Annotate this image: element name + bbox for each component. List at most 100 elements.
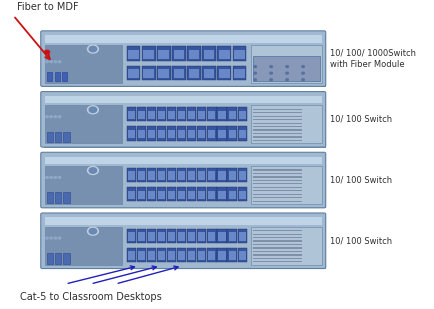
- Circle shape: [254, 79, 256, 81]
- Bar: [157, 229, 166, 243]
- Bar: [128, 111, 135, 119]
- Bar: [197, 107, 207, 121]
- Bar: [148, 111, 155, 119]
- Bar: [188, 171, 195, 180]
- Bar: [197, 187, 207, 201]
- FancyBboxPatch shape: [41, 152, 326, 208]
- Bar: [147, 168, 156, 182]
- FancyBboxPatch shape: [41, 91, 326, 147]
- Bar: [45, 157, 322, 164]
- Circle shape: [270, 72, 273, 74]
- Bar: [168, 171, 175, 180]
- Bar: [45, 105, 122, 143]
- Bar: [198, 232, 205, 241]
- Bar: [239, 171, 246, 180]
- Bar: [45, 226, 122, 265]
- Text: 10/ 100 Switch: 10/ 100 Switch: [330, 115, 392, 124]
- Bar: [138, 111, 145, 119]
- Circle shape: [286, 72, 288, 74]
- Bar: [44, 216, 326, 269]
- Bar: [219, 69, 230, 78]
- Bar: [237, 107, 247, 121]
- Bar: [208, 191, 215, 199]
- Bar: [237, 168, 247, 182]
- Circle shape: [54, 237, 56, 239]
- Bar: [218, 251, 226, 260]
- Bar: [251, 166, 322, 204]
- Bar: [253, 109, 302, 110]
- Bar: [46, 132, 53, 142]
- Bar: [229, 232, 236, 241]
- FancyBboxPatch shape: [41, 213, 326, 269]
- Bar: [229, 191, 236, 199]
- Bar: [198, 130, 205, 138]
- Bar: [207, 229, 217, 243]
- Bar: [46, 192, 53, 203]
- Bar: [168, 191, 175, 199]
- Bar: [127, 248, 136, 262]
- Bar: [178, 171, 185, 180]
- Circle shape: [50, 61, 53, 63]
- Bar: [253, 173, 302, 174]
- Bar: [237, 229, 247, 243]
- Bar: [167, 107, 176, 121]
- Bar: [157, 107, 166, 121]
- Circle shape: [88, 227, 99, 235]
- Bar: [178, 251, 185, 260]
- Bar: [128, 171, 135, 180]
- Bar: [217, 248, 227, 262]
- Circle shape: [58, 61, 61, 63]
- Circle shape: [58, 116, 61, 118]
- Bar: [253, 201, 302, 202]
- Circle shape: [58, 176, 61, 178]
- Bar: [141, 46, 155, 61]
- Bar: [137, 107, 146, 121]
- Circle shape: [88, 167, 99, 175]
- Bar: [187, 126, 196, 141]
- Circle shape: [54, 116, 56, 118]
- Bar: [217, 107, 227, 121]
- Bar: [253, 129, 302, 131]
- Bar: [172, 46, 186, 61]
- Bar: [233, 46, 247, 61]
- Bar: [253, 248, 302, 249]
- Bar: [217, 126, 227, 141]
- Bar: [55, 72, 60, 81]
- Bar: [218, 111, 226, 119]
- Bar: [198, 171, 205, 180]
- Text: 10/ 100 Switch: 10/ 100 Switch: [330, 176, 392, 184]
- Bar: [253, 258, 302, 259]
- Bar: [234, 50, 245, 59]
- Bar: [227, 248, 237, 262]
- Bar: [253, 240, 302, 242]
- Bar: [189, 69, 199, 78]
- FancyBboxPatch shape: [41, 31, 326, 87]
- Bar: [217, 168, 227, 182]
- Bar: [208, 171, 215, 180]
- Bar: [217, 46, 231, 61]
- Circle shape: [58, 237, 61, 239]
- Bar: [177, 126, 186, 141]
- Bar: [44, 155, 326, 209]
- Bar: [239, 191, 246, 199]
- Bar: [217, 229, 227, 243]
- Bar: [147, 248, 156, 262]
- Bar: [229, 111, 236, 119]
- Bar: [237, 248, 247, 262]
- Bar: [158, 251, 165, 260]
- Bar: [253, 140, 302, 141]
- Bar: [177, 107, 186, 121]
- Bar: [253, 197, 302, 198]
- Bar: [138, 130, 145, 138]
- Bar: [157, 46, 171, 61]
- Bar: [251, 44, 322, 83]
- Bar: [137, 187, 146, 201]
- Bar: [218, 191, 226, 199]
- Bar: [202, 66, 216, 80]
- Bar: [127, 168, 136, 182]
- Bar: [55, 253, 61, 264]
- Bar: [233, 66, 247, 80]
- Bar: [128, 251, 135, 260]
- Bar: [229, 251, 236, 260]
- Bar: [177, 187, 186, 201]
